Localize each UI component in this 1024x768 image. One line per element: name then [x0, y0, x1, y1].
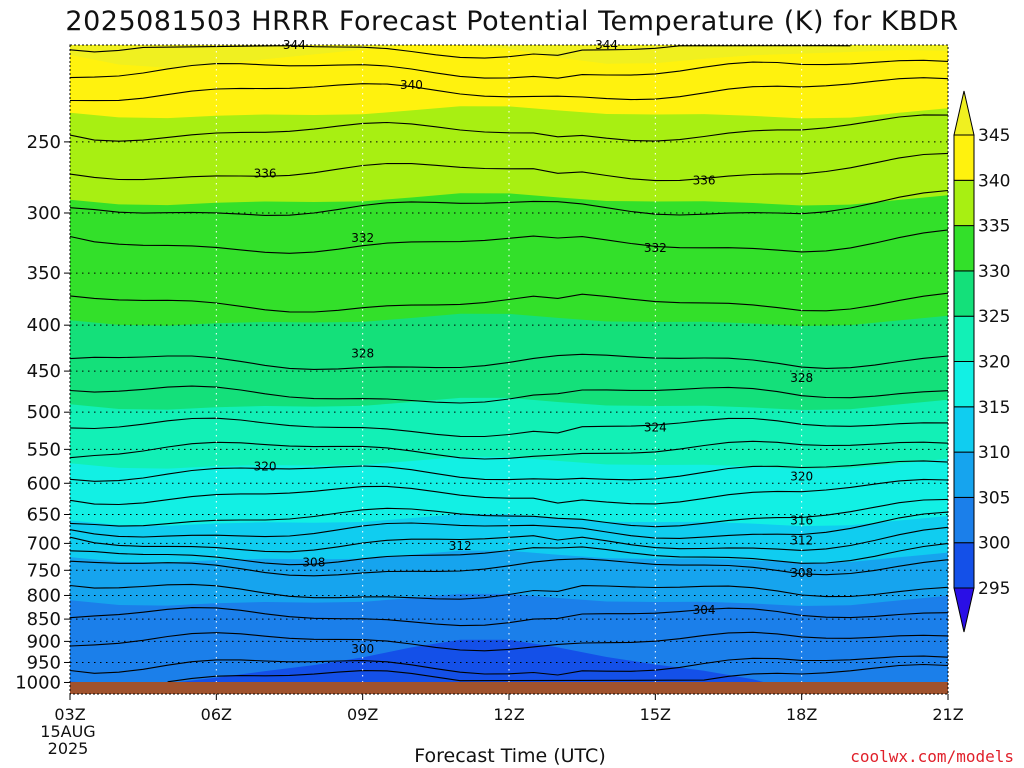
y-tick-label-700: 700 [27, 533, 61, 554]
x-tick-label-18Z: 18Z [786, 705, 817, 724]
contour-label: 300 [351, 642, 374, 656]
contour-label: 336 [254, 166, 277, 180]
x-tick-label-03Z: 03Z [54, 705, 85, 724]
colorbar-label-325: 325 [978, 307, 1010, 327]
colorbar-segment-320 [953, 315, 975, 363]
colorbar-segment-335 [953, 179, 975, 227]
colorbar-label-300: 300 [978, 534, 1010, 554]
y-tick-label-400: 400 [27, 315, 61, 336]
y-tick-label-550: 550 [27, 439, 61, 460]
colorbar-label-310: 310 [978, 443, 1010, 463]
x-tick-label-09Z: 09Z [347, 705, 378, 724]
chart-title: 2025081503 HRRR Forecast Potential Tempe… [65, 6, 958, 37]
contour-label: 332 [351, 231, 374, 245]
start-date-day: 15AUG [40, 722, 95, 741]
contour-340 [69, 77, 949, 102]
contour-label: 340 [400, 78, 423, 92]
colorbar-segment-310 [953, 406, 975, 453]
y-tick-label-900: 900 [27, 631, 61, 652]
y-tick-label-750: 750 [27, 560, 61, 581]
y-tick-label-300: 300 [27, 203, 61, 224]
y-tick-label-350: 350 [27, 263, 61, 284]
contour-label: 308 [302, 555, 325, 569]
contour-298 [167, 663, 949, 683]
colorbar-segment-295 [953, 542, 975, 589]
colorbar-label-295: 295 [978, 579, 1010, 599]
contour-344 [69, 45, 851, 59]
x-axis: 03Z 06Z 09Z 12Z 15Z 18Z 21Z [54, 694, 964, 724]
contour-label: 324 [644, 420, 667, 434]
contour-label: 312 [449, 539, 472, 553]
colorbar-label-340: 340 [978, 171, 1010, 191]
ground-strip [70, 682, 948, 694]
contour-320 [69, 460, 949, 482]
y-tick-label-650: 650 [27, 504, 61, 525]
plot-area: 344 3443403363363323323283283243203203163… [69, 38, 949, 695]
x-tick-label-15Z: 15Z [640, 705, 671, 724]
credit-text: coolwx.com/models [850, 747, 1014, 766]
colorbar-label-305: 305 [978, 488, 1010, 508]
y-tick-label-600: 600 [27, 473, 61, 494]
x-axis-label: Forecast Time (UTC) [414, 745, 605, 767]
contour-label: 332 [644, 241, 667, 255]
colorbar-bottom-arrow [953, 587, 975, 633]
contour-300 [69, 655, 949, 676]
colorbar-label-315: 315 [978, 398, 1010, 418]
contour-336 [69, 152, 949, 182]
contour-label: 336 [693, 173, 716, 187]
colorbar-label-330: 330 [978, 262, 1010, 282]
x-tick-label-21Z: 21Z [932, 705, 963, 724]
contour-label: 312 [790, 534, 813, 548]
colorbar-segment-315 [953, 361, 975, 408]
contour-label: 316 [790, 513, 813, 527]
contour-label: 320 [254, 460, 277, 474]
colorbar-label-335: 335 [978, 217, 1010, 237]
colorbar-segment-330 [953, 225, 975, 272]
start-date-year: 2025 [48, 739, 89, 758]
colorbar-segment-305 [953, 451, 975, 498]
contour-label: 308 [790, 566, 813, 580]
x-tick-label-12Z: 12Z [493, 705, 524, 724]
colorbar-segment-325 [953, 270, 975, 317]
contour-label: 328 [351, 346, 374, 360]
contour-318 [69, 478, 949, 506]
x-tick-label-06Z: 06Z [201, 705, 232, 724]
y-tick-label-850: 850 [27, 609, 61, 630]
y-tick-label-450: 450 [27, 361, 61, 382]
colorbar-top-arrow [953, 90, 975, 136]
colorbar-label-320: 320 [978, 353, 1010, 373]
contour-label: 320 [790, 470, 813, 484]
y-axis: 2503003504004505005506006507007508008509… [15, 132, 70, 693]
grid-lines [70, 45, 948, 683]
y-tick-label-950: 950 [27, 652, 61, 673]
colorbar-segment-300 [953, 496, 975, 544]
contour-302 [69, 631, 949, 652]
y-tick-label-1000: 1000 [15, 672, 61, 693]
y-tick-label-250: 250 [27, 132, 61, 153]
y-tick-label-800: 800 [27, 585, 61, 606]
fill-band-below-300 [70, 639, 948, 694]
contour-label: 328 [790, 371, 813, 385]
y-tick-label-500: 500 [27, 402, 61, 423]
colorbar-legend: 295 300 305 310 315 320 325 330 335 340 345 [953, 90, 1010, 633]
contour-label: 304 [693, 603, 716, 617]
colorbar-label-345: 345 [978, 126, 1010, 146]
colorbar-segment-340 [953, 134, 975, 181]
